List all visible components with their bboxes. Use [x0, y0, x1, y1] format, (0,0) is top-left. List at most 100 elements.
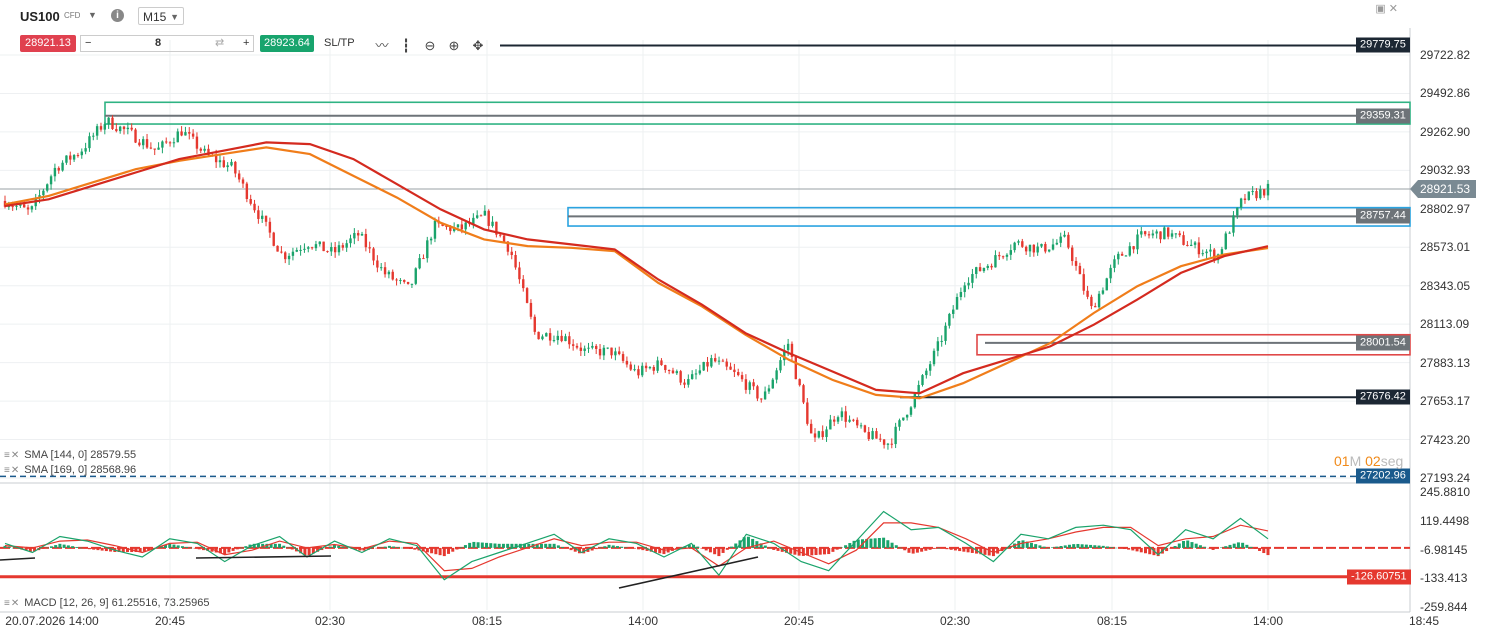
candle-body — [88, 136, 91, 149]
candle-body — [833, 419, 836, 422]
macd-histogram-bar — [523, 543, 527, 548]
macd-histogram-bar — [611, 545, 615, 548]
candle-body — [103, 124, 107, 130]
price-tick-label: 27193.24 — [1420, 471, 1471, 485]
chart-levels — [0, 44, 1410, 478]
symbol-label[interactable]: US100 — [20, 9, 60, 24]
macd-histogram-bar — [654, 547, 658, 553]
macd-histogram-bar — [24, 547, 28, 551]
macd-line — [4, 510, 1269, 581]
candle-body — [7, 206, 11, 208]
countdown-minutes: 01 — [1334, 453, 1350, 469]
macd-histogram-bar — [286, 547, 290, 549]
candle-body — [898, 420, 901, 427]
macd-histogram-bar — [856, 539, 860, 548]
candle-body — [376, 260, 379, 268]
macd-histogram-bar — [117, 547, 121, 553]
settings-icon[interactable]: ≡✕ — [4, 450, 21, 461]
chevron-down-icon: ▼ — [170, 12, 179, 22]
candle-body — [337, 245, 341, 253]
level-tag: 28001.54 — [1356, 335, 1410, 351]
increase-button[interactable]: + — [243, 37, 250, 49]
candle-body — [1059, 236, 1062, 243]
macd-histogram-bar — [539, 543, 543, 548]
candle-body — [356, 233, 360, 236]
macd-histogram-bar — [607, 544, 611, 548]
candle-body — [345, 243, 348, 248]
macd-histogram-bar — [548, 543, 552, 548]
sma169-legend[interactable]: ≡✕ SMA [169, 0] 28568.96 — [4, 464, 136, 476]
macd-legend[interactable]: ≡✕ MACD [12, 26, 9] 61.25516, 73.25965 — [4, 597, 210, 609]
maximize-icon[interactable]: ▣ — [1375, 3, 1386, 15]
bar-countdown: 01M 02seg — [1334, 453, 1403, 469]
zoom-out-icon[interactable]: ⊖ — [424, 38, 436, 53]
macd-histogram-bar — [45, 547, 49, 549]
buy-button[interactable]: 28923.64 — [260, 35, 314, 52]
candle-body — [859, 425, 863, 427]
macd-histogram-bar — [497, 543, 501, 548]
trendline[interactable] — [618, 556, 759, 589]
trendline[interactable] — [195, 555, 332, 559]
price-tick-label: 28113.09 — [1420, 317, 1470, 332]
macd-histogram-bar — [594, 547, 598, 550]
candle-body — [994, 255, 997, 268]
macd-histogram-bar — [463, 545, 467, 548]
candle-body — [1109, 267, 1112, 279]
trendline[interactable] — [0, 557, 36, 561]
timeframe-select[interactable]: M15 ▼ — [138, 7, 184, 25]
candle-body — [737, 372, 740, 376]
macd-histogram-bar — [772, 547, 776, 550]
macd-histogram-bar — [725, 547, 729, 550]
move-icon[interactable]: ✥ — [472, 38, 484, 53]
macd-histogram-bar — [1228, 544, 1232, 548]
sma169-legend-label: SMA [169, 0] 28568.96 — [24, 464, 137, 476]
candle-body — [330, 247, 333, 252]
line-chart-icon[interactable]: 〰 — [375, 38, 389, 53]
macd-histogram-bar — [1135, 547, 1139, 552]
candle-body — [687, 379, 690, 385]
candle-body — [902, 417, 905, 421]
sell-button[interactable]: 28921.13 — [20, 35, 76, 52]
macd-histogram-bar — [375, 547, 379, 549]
zoom-in-icon[interactable]: ⊕ — [448, 38, 460, 53]
swap-icon[interactable]: ⇄ — [215, 37, 225, 49]
macd-histogram-bar — [392, 546, 396, 548]
macd-histogram-bar — [493, 543, 497, 548]
candle-body — [1028, 244, 1032, 252]
candle-body — [1170, 233, 1174, 237]
candle-body — [1224, 233, 1227, 250]
info-icon[interactable]: i — [111, 9, 124, 22]
quantity-stepper[interactable]: − 8 ⇄ + — [80, 35, 254, 52]
quantity-value[interactable]: 8 — [155, 37, 162, 49]
candle-chart-icon[interactable]: ┇ — [402, 38, 410, 53]
macd-histogram-bar — [138, 547, 142, 553]
candle-body — [145, 139, 149, 148]
macd-histogram-bar — [278, 543, 282, 548]
candle-body — [433, 220, 437, 239]
candle-body — [499, 234, 502, 236]
window-buttons[interactable]: ▣ ✕ — [1375, 2, 1398, 15]
candle-body — [667, 370, 671, 372]
decrease-button[interactable]: − — [85, 37, 92, 49]
macd-histogram-bar — [510, 543, 514, 548]
time-tick-label: 08:15 — [1096, 614, 1128, 628]
chevron-down-icon[interactable]: ▼ — [88, 10, 97, 20]
candle-body — [483, 210, 487, 216]
macd-histogram-bar — [882, 537, 886, 548]
settings-icon[interactable]: ≡✕ — [4, 598, 21, 609]
close-icon[interactable]: ✕ — [1388, 3, 1398, 15]
macd-histogram-bar — [970, 547, 974, 553]
candle-body — [518, 267, 521, 280]
macd-histogram-bar — [299, 547, 303, 554]
macd-histogram-bar — [776, 547, 780, 551]
macd-histogram-bar — [941, 547, 945, 549]
price-tick-label: 29032.93 — [1420, 163, 1471, 178]
sma144-legend[interactable]: ≡✕ SMA [144, 0] 28579.55 — [4, 449, 136, 461]
settings-icon[interactable]: ≡✕ — [4, 465, 21, 476]
candle-body — [1159, 231, 1162, 240]
candle-body — [775, 370, 778, 380]
sltp-button[interactable]: SL/TP — [324, 37, 355, 49]
macd-histogram-bar — [730, 546, 734, 548]
candle-body — [1013, 242, 1016, 251]
